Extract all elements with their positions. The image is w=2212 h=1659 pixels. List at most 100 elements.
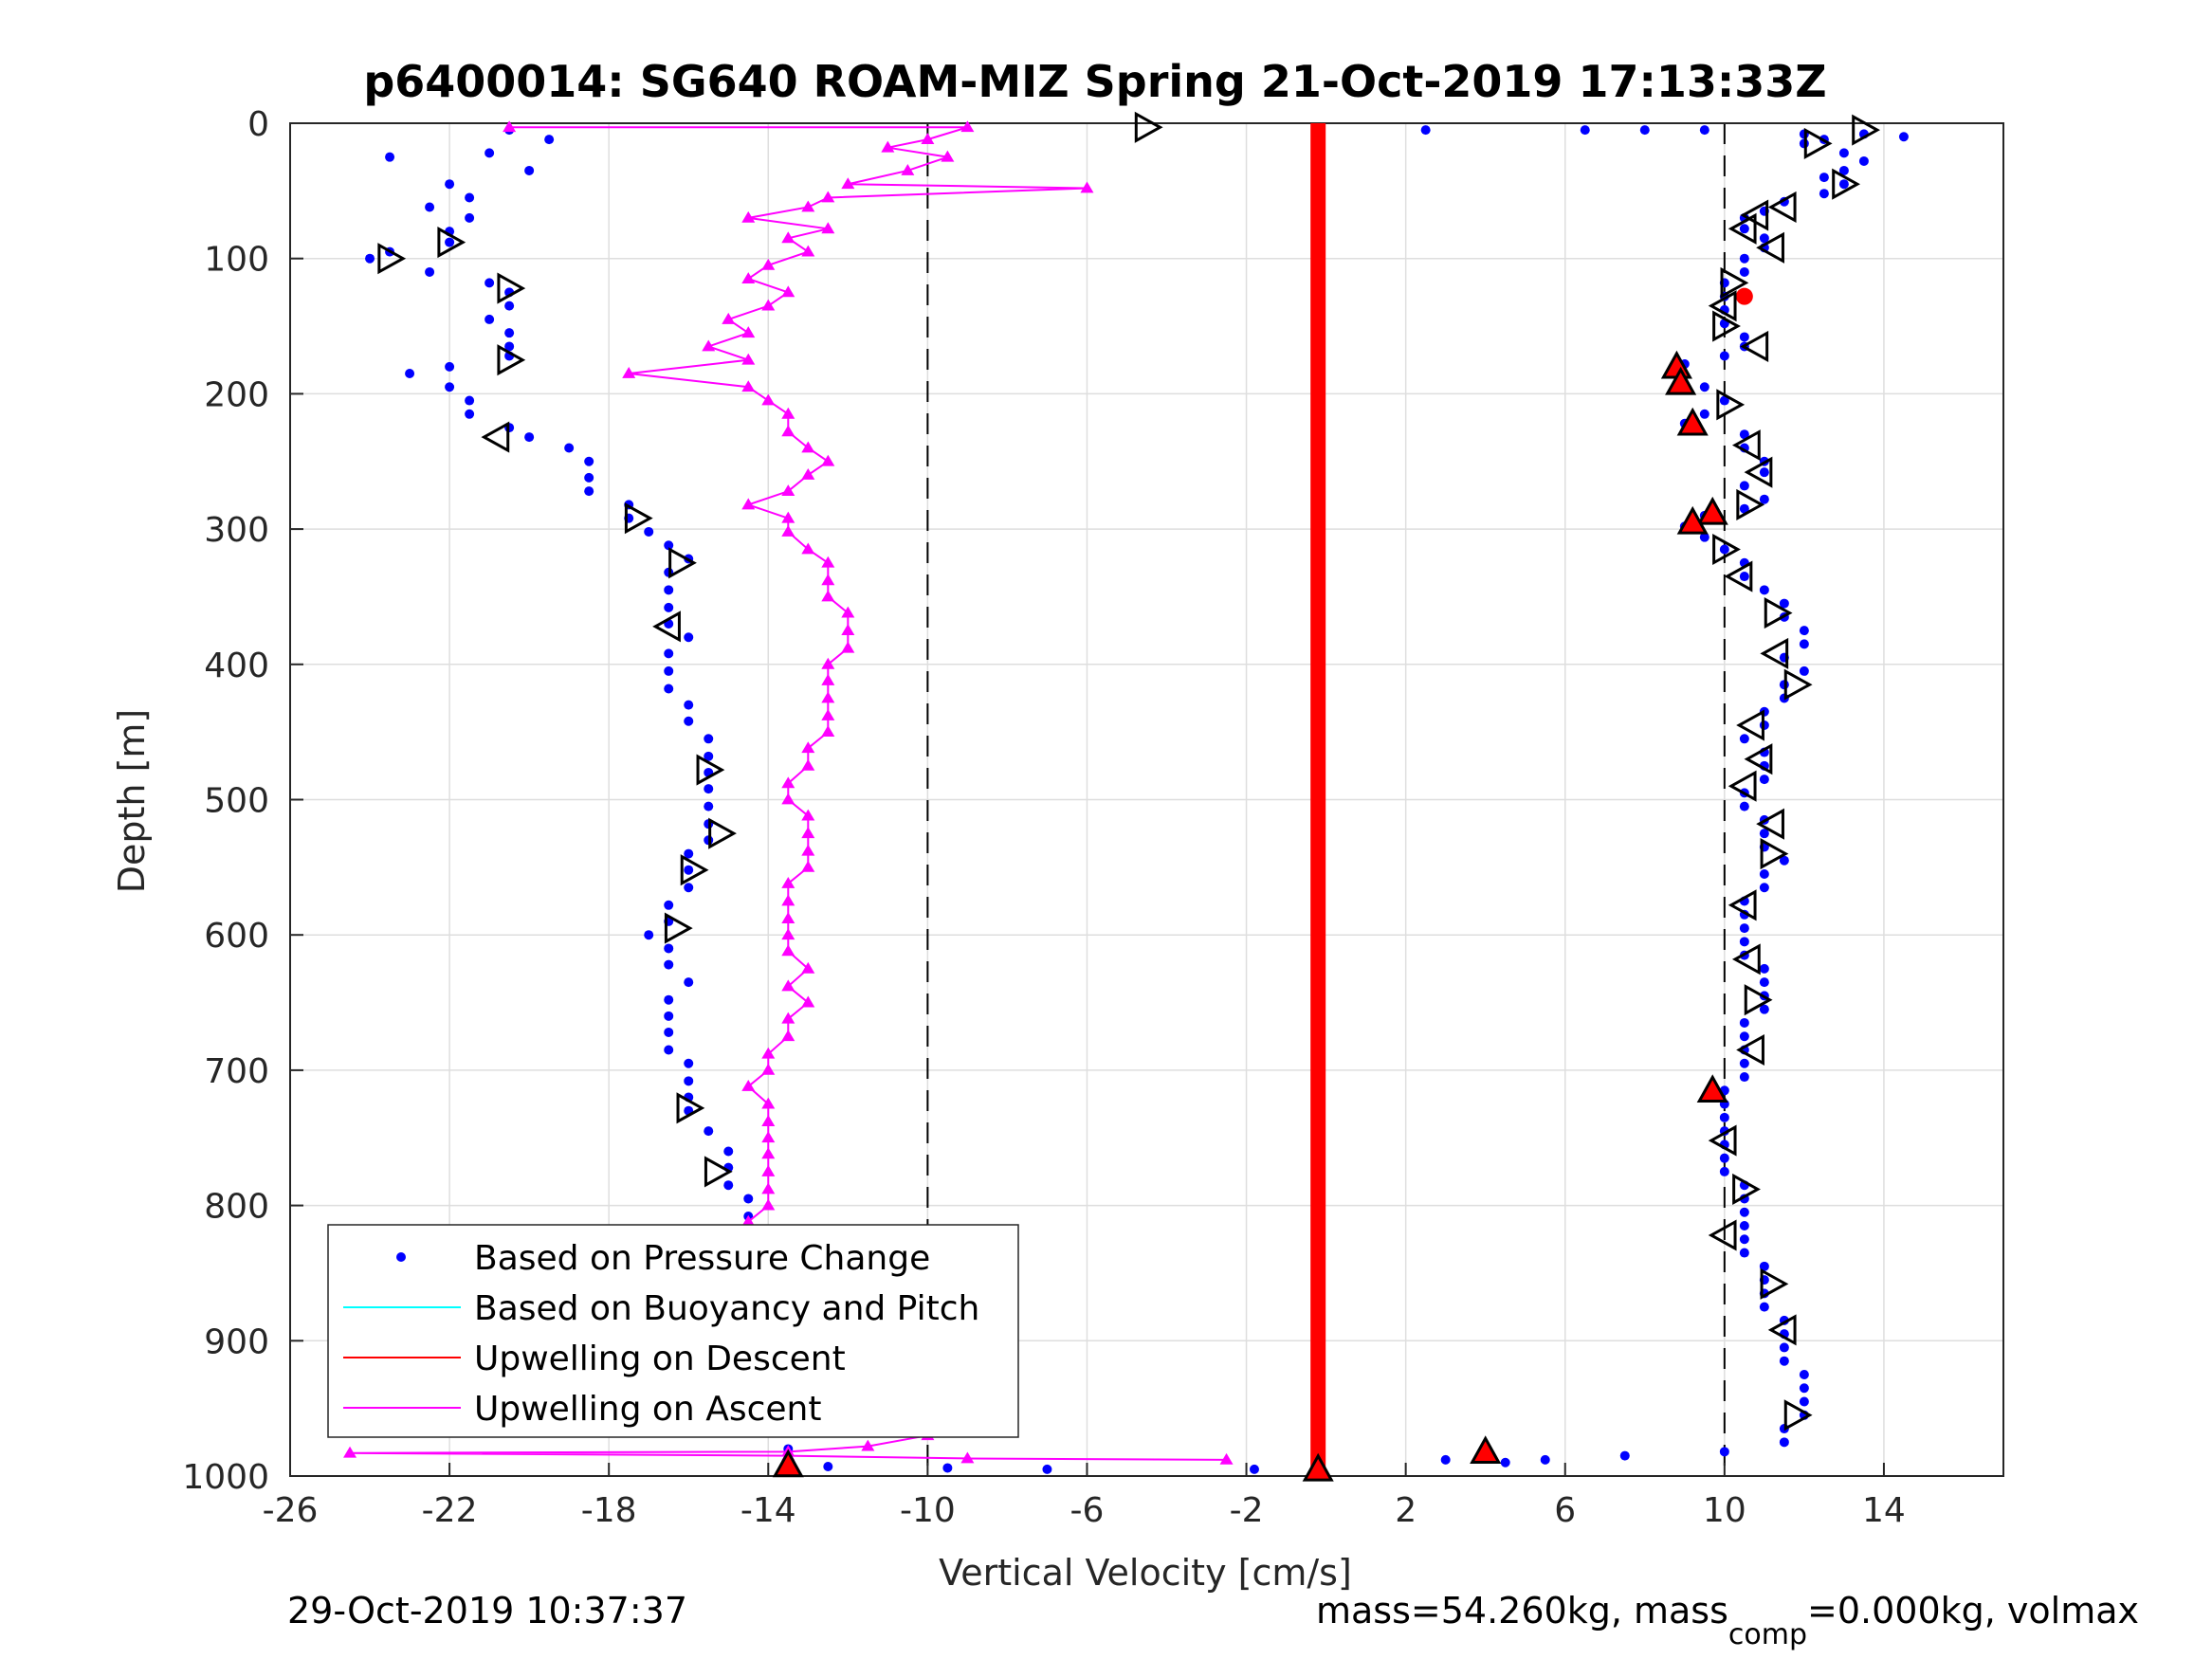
pressure-change-point [524, 432, 535, 443]
pressure-change-point [1799, 665, 1809, 676]
upwelling-ascent-point [801, 468, 815, 480]
pressure-change-point [1838, 148, 1849, 158]
upwelling-ascent-point [741, 326, 756, 338]
y-tick-label: 400 [204, 647, 269, 685]
upwelling-ascent-point [901, 163, 915, 175]
direction-triangle-marker [1708, 290, 1737, 322]
upwelling-ascent-point [801, 961, 815, 974]
direction-triangle-marker [772, 1449, 804, 1478]
direction-triangle-marker [1665, 366, 1697, 395]
direction-triangle-marker [1728, 212, 1757, 245]
direction-triangle-marker [497, 344, 526, 376]
direction-triangle-marker [696, 754, 725, 786]
pressure-change-point [1719, 1166, 1729, 1176]
direction-triangle-marker [1716, 389, 1746, 421]
descent-marker [1735, 287, 1753, 305]
direction-triangle-marker [1696, 496, 1728, 525]
upwelling-ascent-point [781, 285, 795, 298]
y-tick-label: 1000 [182, 1458, 269, 1497]
x-tick-label: -26 [263, 1491, 319, 1530]
pressure-change-point [1540, 1454, 1550, 1465]
upwelling-ascent-point [741, 1214, 756, 1227]
pressure-change-point [723, 1180, 734, 1191]
pressure-change-point [684, 848, 694, 859]
pressure-change-point [684, 632, 694, 643]
upwelling-ascent-point [801, 809, 815, 821]
pressure-change-point [1739, 503, 1749, 514]
direction-triangle-marker [1720, 266, 1749, 299]
x-tick-label: 6 [1554, 1491, 1576, 1530]
upwelling-ascent-point [781, 793, 795, 805]
upwelling-ascent-point [761, 1047, 776, 1059]
pressure-change-point [1739, 1221, 1749, 1231]
legend-label: Based on Pressure Change [474, 1239, 930, 1278]
pressure-change-point [1739, 937, 1749, 947]
pressure-change-point [1799, 1396, 1809, 1407]
pressure-change-point [1639, 125, 1650, 136]
pressure-change-point [1719, 1112, 1729, 1122]
upwelling-ascent-point [960, 120, 975, 133]
footer-mass-text: mass=54.260kg, mass [1316, 1590, 1728, 1632]
direction-triangle-marker [1728, 770, 1757, 802]
direction-triangle-marker [1760, 637, 1789, 669]
upwelling-ascent-point [921, 133, 935, 145]
pressure-change-point [465, 192, 475, 203]
direction-triangle-marker [1728, 889, 1757, 921]
upwelling-ascent-point [841, 641, 855, 653]
pressure-change-point [1699, 382, 1709, 392]
direction-triangle-marker [1731, 943, 1761, 975]
pressure-change-point [365, 253, 375, 264]
upwelling-ascent-point [801, 200, 815, 212]
upwelling-ascent-point [821, 191, 835, 203]
upwelling-ascent-point [781, 511, 795, 523]
pressure-change-point [584, 456, 594, 466]
direction-triangle-marker [1756, 808, 1784, 840]
upwelling-ascent-point [741, 498, 756, 510]
upwelling-ascent-point [801, 245, 815, 257]
pressure-change-point [465, 395, 475, 406]
upwelling-ascent-point [761, 1063, 776, 1075]
upwelling-ascent-point [821, 657, 835, 669]
pressure-change-point [1739, 1058, 1749, 1068]
pressure-change-point [544, 135, 555, 145]
upwelling-ascent-point [821, 691, 835, 703]
upwelling-ascent-point [741, 353, 756, 365]
direction-triangle-marker [1803, 127, 1833, 159]
pressure-change-point [1739, 224, 1749, 234]
pressure-change-point [644, 526, 654, 537]
upwelling-ascent-point [801, 542, 815, 555]
pressure-change-point [1500, 1457, 1510, 1468]
footer-mass-rest: =0.000kg, volmax [1807, 1590, 2139, 1632]
upwelling-ascent-point [941, 150, 955, 162]
direction-triangle-marker [1736, 1033, 1764, 1066]
footer-timestamp: 29-Oct-2019 10:37:37 [287, 1590, 687, 1632]
pressure-change-point [1779, 1437, 1789, 1448]
direction-triangle-marker [1732, 1173, 1761, 1206]
pressure-change-point [823, 1462, 833, 1472]
direction-triangle-marker [1708, 1219, 1737, 1251]
upwelling-ascent-point [622, 366, 636, 378]
direction-triangle-marker [1767, 1314, 1797, 1346]
pressure-change-point [484, 278, 495, 288]
footer-mass: mass=54.260kg, masscomp=0.000kg, volmax [1316, 1590, 2139, 1651]
pressure-change-point [1739, 1017, 1749, 1028]
upwelling-ascent-point [781, 928, 795, 940]
legend-swatch-dot [396, 1252, 406, 1262]
direction-triangle-marker [1744, 456, 1773, 488]
x-axis-label: Vertical Velocity [cm/s] [939, 1552, 1352, 1594]
direction-triangle-marker [664, 912, 693, 944]
direction-triangle-marker [1708, 1124, 1737, 1157]
direction-triangle-marker [652, 611, 681, 643]
upwelling-ascent-point [761, 1131, 776, 1143]
pressure-change-point [684, 700, 694, 710]
pressure-change-point [644, 930, 654, 940]
upwelling-ascent-point [801, 860, 815, 872]
upwelling-ascent-point [702, 339, 716, 352]
direction-triangle-marker [1764, 597, 1793, 629]
direction-triangle-marker [1696, 1074, 1728, 1103]
upwelling-ascent-point [821, 454, 835, 466]
direction-triangle-marker [1712, 310, 1741, 342]
pressure-change-point [1420, 125, 1431, 136]
pressure-change-point [1799, 1383, 1809, 1394]
upwelling-ascent-point [781, 231, 795, 244]
